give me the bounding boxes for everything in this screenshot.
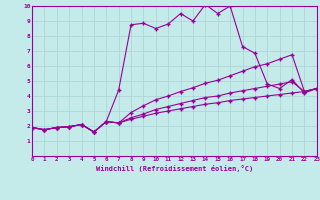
X-axis label: Windchill (Refroidissement éolien,°C): Windchill (Refroidissement éolien,°C): [96, 165, 253, 172]
